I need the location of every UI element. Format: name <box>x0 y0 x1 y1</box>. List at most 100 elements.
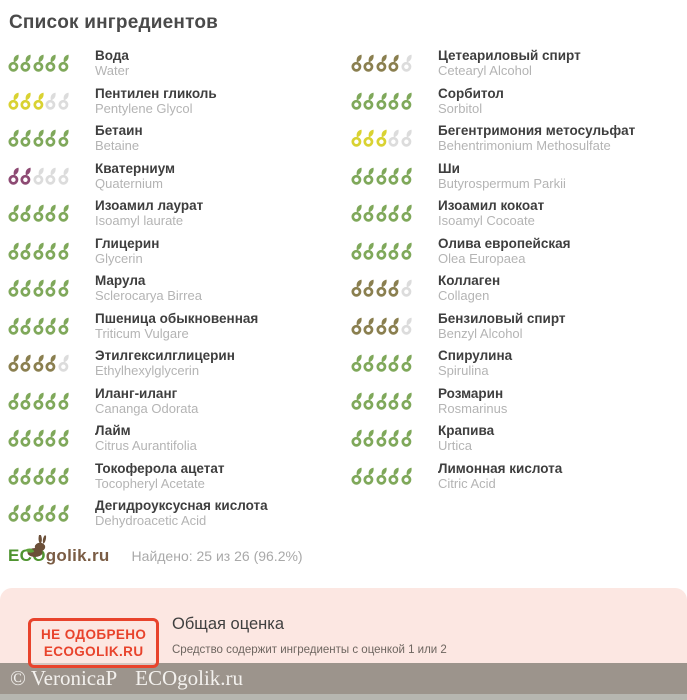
fruit-icon <box>376 467 387 485</box>
ingredient-latin-name: Sclerocarya Birrea <box>95 288 202 303</box>
fruit-icon <box>8 504 19 522</box>
ingredient-text: Олива европейская Olea Europaea <box>438 235 571 266</box>
ingredient-name[interactable]: Пшеница обыкновенная <box>95 310 259 326</box>
fruit-icon <box>351 317 362 335</box>
ingredient-name[interactable]: Розмарин <box>438 385 504 401</box>
fruit-icon <box>45 129 56 147</box>
ingredient-text: Марула Sclerocarya Birrea <box>95 274 202 303</box>
fruit-icon <box>363 429 375 447</box>
fruit-icon <box>388 467 399 485</box>
ingredient-name[interactable]: Лимонная кислота <box>438 460 563 476</box>
ingredient-latin-name: Cetearyl Alcohol <box>438 63 532 78</box>
fruit-icon <box>8 54 19 72</box>
ingredient-row: Лимонная кислота Citric Acid <box>343 460 686 500</box>
fruit-icon <box>8 317 19 335</box>
ecogolik-logo[interactable]: ECO golik.ru <box>8 535 110 566</box>
rating-icons <box>8 54 70 72</box>
fruit-icon <box>351 92 362 110</box>
ingredient-name[interactable]: Кватерниум <box>95 160 176 176</box>
rating-icons <box>351 317 413 335</box>
ingredient-name[interactable]: Коллаген <box>438 273 501 288</box>
ingredient-row: Пшеница обыкновенная Triticum Vulgare <box>0 310 343 350</box>
ingredient-text: Дегидроуксусная кислота Dehydroacetic Aci… <box>95 499 268 528</box>
ingredient-name[interactable]: Цетеариловый спирт <box>438 48 581 63</box>
ingredient-name[interactable]: Дегидроуксусная кислота <box>95 498 268 513</box>
fruit-icon <box>33 429 44 447</box>
fruit-icon <box>58 167 69 185</box>
ingredient-name[interactable]: Олива европейская <box>438 235 571 251</box>
fruit-icon <box>388 279 399 297</box>
fruit-icon <box>33 242 44 260</box>
fruit-icon <box>45 167 56 185</box>
ingredient-name[interactable]: Пентилен гликоль <box>95 85 217 101</box>
fruit-icon <box>33 467 44 485</box>
ingredient-text: Этилгексилглицерин Ethylhexylglycerin <box>95 349 235 378</box>
ingredient-latin-name: Butyrospermum Parkii <box>438 175 566 191</box>
fruit-icon <box>58 504 69 522</box>
fruit-icon <box>401 317 412 335</box>
ingredient-text: Бензиловый спирт Benzyl Alcohol <box>438 310 566 341</box>
ingredient-row: Бегентримония метосульфат Behentrimonium … <box>343 124 686 162</box>
fruit-icon <box>351 204 362 222</box>
rating-icons <box>8 279 70 297</box>
ingredient-row: Дегидроуксусная кислота Dehydroacetic Aci… <box>0 499 343 537</box>
fruit-icon <box>388 204 399 222</box>
fruit-icon <box>33 392 44 410</box>
ingredient-name[interactable]: Спирулина <box>438 348 513 363</box>
fruit-icon <box>401 242 412 260</box>
fruit-icon <box>20 129 32 147</box>
ingredient-row: Лайм Citrus Aurantifolia <box>0 424 343 462</box>
fruit-icon <box>376 317 387 335</box>
ingredient-name[interactable]: Лайм <box>95 423 131 438</box>
fruit-icon <box>388 392 399 410</box>
ingredient-name[interactable]: Глицерин <box>95 235 160 251</box>
watermark-brand-text: ECOgolik.ru <box>135 666 244 690</box>
ingredient-latin-name: Pentylene Glycol <box>95 100 193 116</box>
ingredient-row: Бетаин Betaine <box>0 124 343 162</box>
ingredient-name[interactable]: Вода <box>95 48 129 63</box>
ingredient-row: Изоамил лаурат Isoamyl laurate <box>0 199 343 237</box>
rating-icons <box>8 204 70 222</box>
ingredient-latin-name: Benzyl Alcohol <box>438 325 523 341</box>
fruit-icon <box>401 92 412 110</box>
ingredient-row: Крапива Urtica <box>343 424 686 462</box>
ingredient-latin-name: Isoamyl Cocoate <box>438 213 535 228</box>
ingredient-name[interactable]: Бетаин <box>95 123 143 138</box>
ingredient-name[interactable]: Ши <box>438 160 460 176</box>
fruit-icon <box>401 167 412 185</box>
rating-icons <box>351 129 413 147</box>
fruit-icon <box>376 392 387 410</box>
ingredient-name[interactable]: Иланг-иланг <box>95 385 178 401</box>
ingredient-text: Глицерин Glycerin <box>95 235 160 266</box>
ingredient-row: Марула Sclerocarya Birrea <box>0 274 343 312</box>
fruit-icon <box>388 129 399 147</box>
ingredient-latin-name: Water <box>95 63 130 78</box>
ingredient-text: Коллаген Collagen <box>438 274 500 303</box>
fruit-icon <box>351 242 362 260</box>
ingredient-name[interactable]: Этилгексилглицерин <box>95 348 235 363</box>
ingredient-name[interactable]: Марула <box>95 273 146 288</box>
ingredient-latin-name: Isoamyl laurate <box>95 213 184 228</box>
rating-icons <box>8 92 70 110</box>
found-count-text: Найдено: 25 из 26 (96.2%) <box>131 548 303 564</box>
ingredient-name[interactable]: Бегентримония метосульфат <box>438 123 636 138</box>
ingredient-name[interactable]: Токоферола ацетат <box>95 460 225 476</box>
fruit-icon <box>20 467 32 485</box>
ingredient-name[interactable]: Сорбитол <box>438 85 504 101</box>
fruit-icon <box>33 279 44 297</box>
fruit-icon <box>401 467 412 485</box>
ingredient-name[interactable]: Бензиловый спирт <box>438 310 566 326</box>
fruit-icon <box>33 204 44 222</box>
verdict-title: Общая оценка <box>172 615 285 633</box>
ingredient-row: Олива европейская Olea Europaea <box>343 235 686 275</box>
rating-icons <box>8 354 70 372</box>
fruit-icon <box>401 204 412 222</box>
ingredient-name[interactable]: Крапива <box>438 423 495 438</box>
verdict-description: Средство содержит ингредиенты с оценкой … <box>172 644 447 656</box>
ingredient-name[interactable]: Изоамил кокоат <box>438 198 545 213</box>
ingredient-name[interactable]: Изоамил лаурат <box>95 198 204 213</box>
fruit-icon <box>351 392 362 410</box>
ingredient-latin-name: Citric Acid <box>438 475 496 491</box>
fruit-icon <box>363 92 375 110</box>
fruit-icon <box>58 92 69 110</box>
